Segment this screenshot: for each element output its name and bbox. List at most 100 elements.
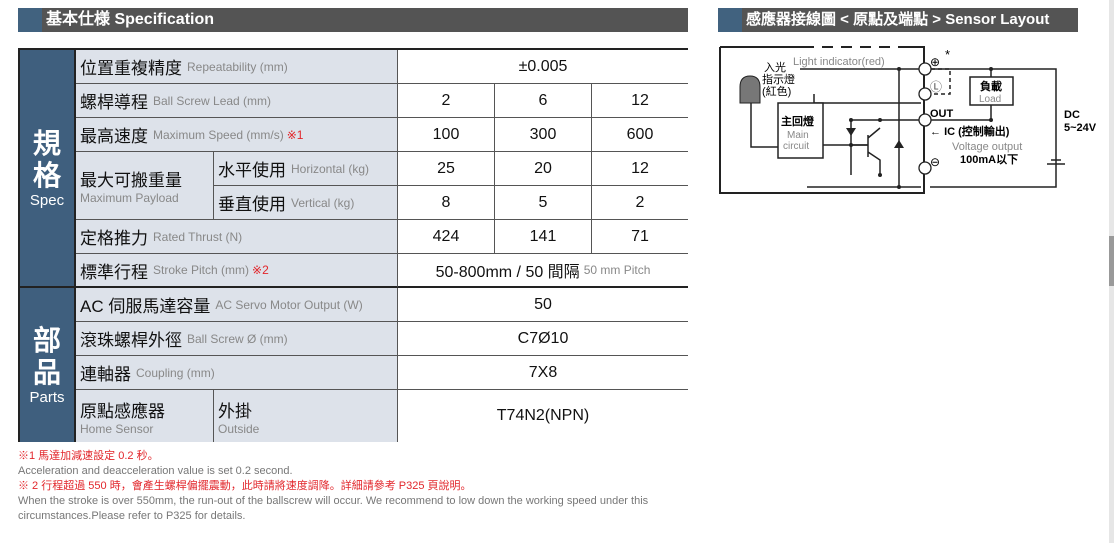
header-accent [18,8,42,32]
value-lead: 2 [398,84,495,118]
voltage-output: Voltage output [952,141,1022,153]
note1-zh: ※1 馬達加減速設定 0.2 秒。 [18,450,159,462]
label-home-sensor: 原點感應器 Home Sensor [76,390,214,442]
label-sensor-type: 外掛 Outside [214,390,398,442]
value-stroke: 50-800mm / 50 間隔 50 mm Pitch [398,254,688,288]
label-thrust: 定格推力 Rated Thrust (N) [76,220,398,254]
en: AC Servo Motor Output (W) [215,297,363,312]
value-vertical: 8 [398,186,495,220]
value-thrust: 424 [398,220,495,254]
zh: 原點感應器 [80,401,165,421]
zh: 最高速度 [80,127,148,146]
spec-title: 基本仕様 Specification [46,11,215,28]
star-label: * [945,47,950,62]
v-en: 50 mm Pitch [583,263,651,277]
value-horizontal: 25 [398,152,495,186]
zh: 滾珠螺桿外徑 [80,331,182,350]
terminal-out [918,113,932,127]
value-horizontal: 20 [495,152,592,186]
zh: 外掛 [218,401,252,421]
note2-en: When the stroke is over 550mm, the run-o… [18,495,649,522]
load-box [969,76,1014,106]
value-lead: 12 [592,84,688,118]
zener-diode-icon [846,128,904,148]
scrollbar-thumb[interactable] [1109,236,1114,286]
parts-zh2: 品 [32,356,61,388]
label-coupling: 連軸器 Coupling (mm) [76,356,398,390]
v: 50-800mm / 50 間隔 [435,264,580,281]
en: Vertical (kg) [291,195,355,210]
load-zh: 負載 [980,79,1002,93]
terminal-minus [918,161,932,175]
terminal-plus [918,62,932,76]
zh: 連軸器 [80,365,131,384]
zh: 最大可搬重量 [80,171,182,190]
main-en2: circuit [783,141,809,152]
zh: 標準行程 [80,262,148,282]
main-circuit-box [777,102,824,159]
zh: 螺桿導程 [80,93,148,112]
led-icon [739,75,761,104]
load-en: Load [979,94,1001,105]
value-thrust: 141 [495,220,592,254]
zh: AC 伺服馬達容量 [80,297,211,316]
label-motor: AC 伺服馬達容量 AC Servo Motor Output (W) [76,288,398,322]
zh: 水平使用 [218,161,286,180]
label-payload: 最大可搬重量 Maximum Payload [76,152,214,220]
value-thrust: 71 [592,220,688,254]
en: Home Sensor [80,421,154,436]
label-speed: 最高速度 Maximum Speed (mm/s) ※1 [76,118,398,152]
value-screw: C7Ø10 [398,322,688,356]
spec-zh1: 規 [32,127,61,159]
light-indicator-label: Light indicator(red) [793,56,885,68]
minus-label: ⊖ [930,155,940,169]
label-horizontal: 水平使用 Horizontal (kg) [214,152,398,186]
value-speed: 100 [398,118,495,152]
en: Ball Screw Lead (mm) [153,93,272,108]
value-home-sensor: T74N2(NPN) [398,390,688,442]
value-vertical: 2 [592,186,688,220]
label-lead: 螺桿導程 Ball Screw Lead (mm) [76,84,398,118]
light-zh3: (紅色) [762,84,791,98]
light-zh2: 指示燈 [762,72,795,86]
sensor-wiring-diagram: Light indicator(red) 入光 指示燈 (紅色) 主回燈 Mai… [719,46,1097,194]
value-speed: 600 [592,118,688,152]
main-zh: 主回燈 [781,114,815,128]
main-en1: Main [787,130,809,141]
parts-zh1: 部 [32,324,61,356]
footnotes: ※1 馬達加減速設定 0.2 秒。 Acceleration and deacc… [18,449,698,524]
l-label: Ⓛ [930,80,942,94]
ic-label: ← IC (控制輸出) [930,124,1010,138]
v: ±0.005 [518,57,568,75]
terminals [918,62,932,175]
spec-group: 規格 Spec [20,50,76,288]
header-accent [718,8,742,32]
current-limit: 100mA以下 [960,153,1018,166]
note-marker: ※1 [286,127,304,142]
sensor-title: 感應器接線圖 < 原點及端點 > Sensor Layout [746,11,1050,28]
note1-en: Acceleration and deacceleration value is… [18,465,293,477]
label-repeatability: 位置重複精度 Repeatability (mm) [76,50,398,84]
label-stroke: 標準行程 Stroke Pitch (mm) ※2 [76,254,398,288]
en: Outside [218,421,260,436]
en: Rated Thrust (N) [153,229,243,244]
value-coupling: 7X8 [398,356,688,390]
note-marker: ※2 [252,263,269,277]
spec-zh2: 格 [32,159,61,191]
parts-en: Parts [29,388,65,406]
dc-label: DC [1064,109,1080,121]
plus-label: ⊕ [930,55,940,69]
value-repeatability: ±0.005 [398,50,688,84]
label-screw: 滾珠螺桿外徑 Ball Screw Ø (mm) [76,322,398,356]
terminal-l [918,87,932,101]
en: Maximum Payload [80,191,179,205]
scrollbar[interactable] [1109,0,1114,543]
en: Horizontal (kg) [291,161,370,176]
en: Ball Screw Ø (mm) [187,331,288,346]
en: Stroke Pitch (mm) [153,263,250,277]
value-vertical: 5 [495,186,592,220]
sensor-header: 感應器接線圖 < 原點及端點 > Sensor Layout [718,8,1078,32]
light-zh1: 入光 [764,60,786,74]
value-speed: 300 [495,118,592,152]
label-vertical: 垂直使用 Vertical (kg) [214,186,398,220]
